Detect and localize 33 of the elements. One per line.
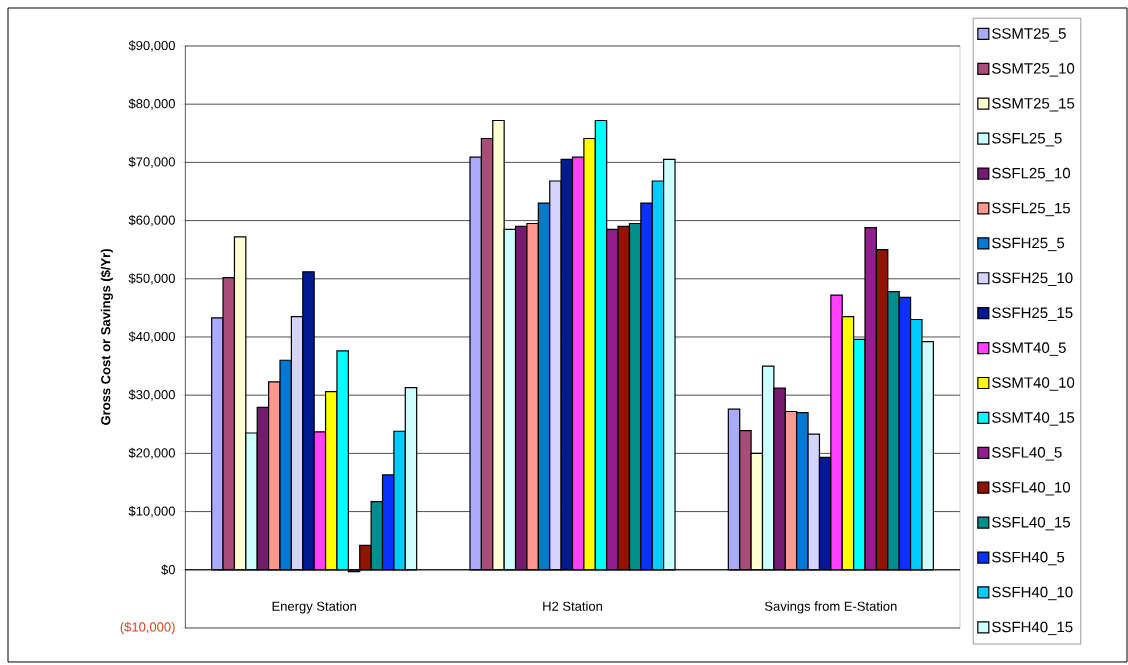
legend-label: SSFL25_10 xyxy=(992,167,1071,182)
legend-label: SSMT25_15 xyxy=(992,98,1075,112)
legend-label: SSMT25_5 xyxy=(992,28,1066,42)
y-tick-label: $70,000 xyxy=(128,156,175,169)
y-tick-label: $20,000 xyxy=(128,447,175,460)
y-tick-label: $60,000 xyxy=(128,214,175,227)
x-tick-label: Energy Station xyxy=(272,601,356,614)
legend-label: SSFL25_5 xyxy=(992,132,1062,147)
legend-label: SSFL40_15 xyxy=(992,516,1071,531)
y-tick-label: ($10,000) xyxy=(120,621,175,635)
legend-label: SSFL40_5 xyxy=(992,447,1062,461)
legend-label: SSFH40_10 xyxy=(992,586,1073,601)
x-tick-label: H2 Station xyxy=(543,601,603,611)
y-tick-label: $10,000 xyxy=(128,505,175,518)
y-tick-label: $40,000 xyxy=(128,331,175,343)
y-tick-label: $0 xyxy=(161,564,175,576)
legend-label: SSFL40_10 xyxy=(992,482,1071,496)
y-tick-label: $90,000 xyxy=(128,40,175,52)
legend-label: SSMT40_15 xyxy=(992,412,1075,426)
legend-label: SSFH25_5 xyxy=(992,237,1065,252)
legend-label: SSFH40_15 xyxy=(992,621,1073,636)
legend-label: SSMT25_10 xyxy=(992,63,1075,77)
x-tick-label: Savings from E-Station xyxy=(764,601,897,614)
legend-label: SSMT40_10 xyxy=(992,377,1075,391)
legend-label: SSFH25_10 xyxy=(992,272,1073,287)
y-tick-label: $80,000 xyxy=(128,98,175,110)
y-tick-label: $30,000 xyxy=(128,389,175,401)
y-axis-title: Gross Cost or Savings ($/Yr) xyxy=(100,249,113,425)
legend-label: SSFH40_5 xyxy=(992,551,1065,566)
legend-label: SSFH25_15 xyxy=(992,307,1073,321)
y-tick-label: $50,000 xyxy=(128,273,175,285)
legend-label: SSMT40_5 xyxy=(992,342,1066,356)
legend-label: SSFL25_15 xyxy=(992,202,1071,217)
